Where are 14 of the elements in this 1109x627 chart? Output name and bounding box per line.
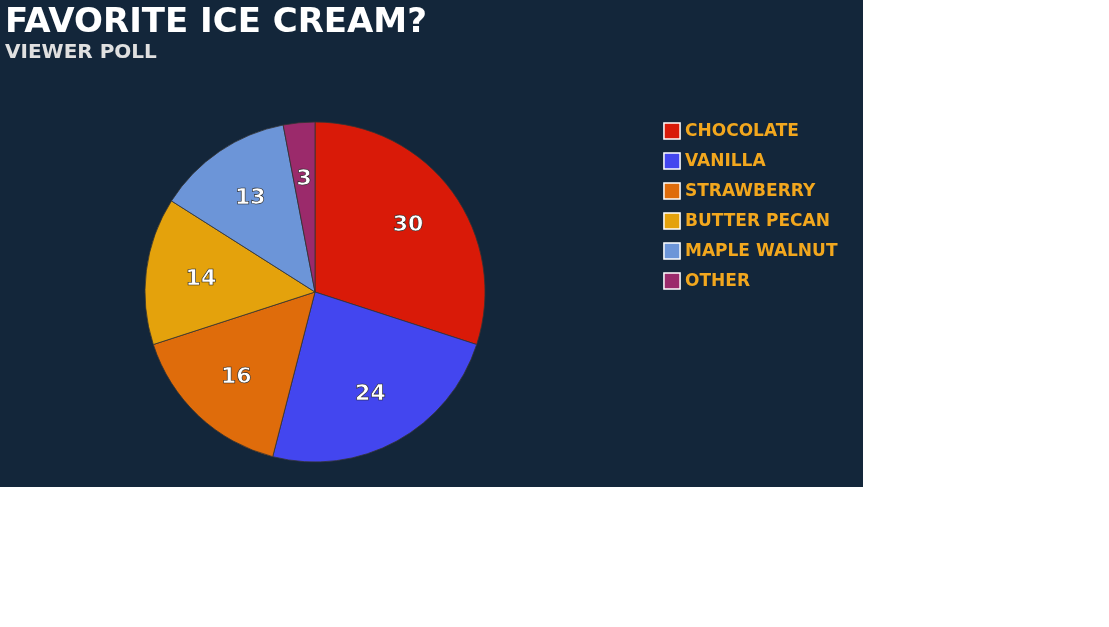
legend-label: VANILLA — [685, 150, 767, 170]
data-label: 14 — [185, 264, 217, 290]
data-label: 16 — [220, 362, 252, 388]
data-label: 13 — [235, 183, 266, 209]
data-label: 3 — [296, 164, 312, 190]
legend-label: MAPLE WALNUT — [685, 240, 838, 260]
legend-label: CHOCOLATE — [685, 120, 799, 140]
data-label: 30 — [392, 211, 424, 237]
legend-label: STRAWBERRY — [685, 180, 816, 200]
data-label: 24 — [355, 379, 386, 405]
legend-label: BUTTER PECAN — [685, 210, 830, 230]
legend-label: OTHER — [685, 270, 750, 290]
chart-title: FAVORITE ICE CREAM? — [5, 0, 427, 40]
chart-subtitle: VIEWER POLL — [5, 39, 158, 63]
